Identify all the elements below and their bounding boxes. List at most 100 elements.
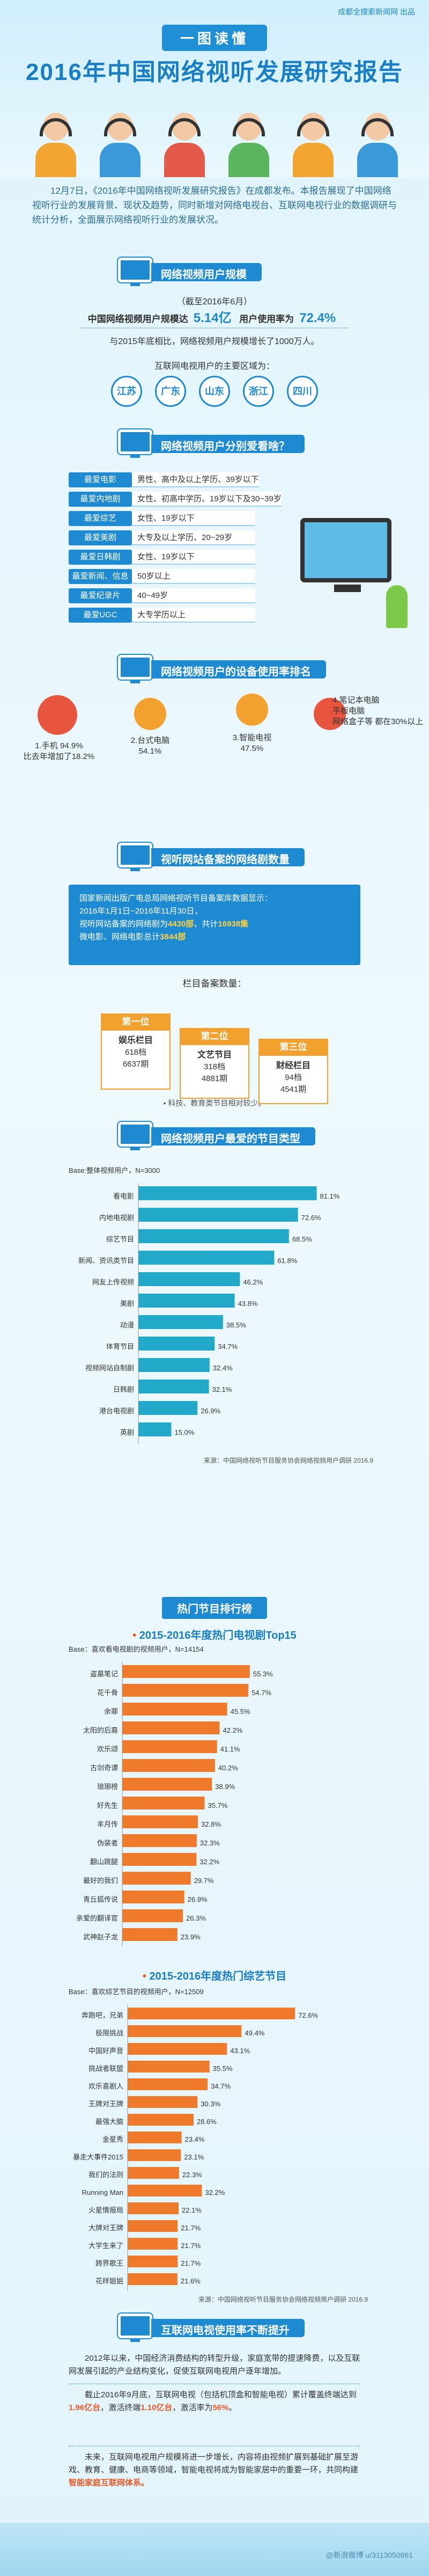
monitor-icon <box>118 655 152 683</box>
growth-para2: 截止2016年9月底，互联网电视（包括机顶盒和智能电视）累计覆盖终端达到1.96… <box>69 2390 357 2412</box>
bar-category-label: 伪装者 <box>97 1839 118 1847</box>
bar-category-label: 青丘狐传说 <box>83 1895 118 1903</box>
preference-label: 最爱日韩剧 <box>69 550 132 565</box>
bar-value-label: 32.3% <box>200 1839 220 1847</box>
bar-category-label: 大学生来了 <box>88 2242 123 2250</box>
bar <box>128 2202 179 2214</box>
bar <box>122 1834 197 1847</box>
section-banner-devices: 网络视频用户的设备使用率排名 <box>0 655 429 685</box>
bar-value-label: 26.9% <box>201 1407 220 1415</box>
subhead-variety: • 2015-2016年度热门综艺节目 <box>142 1971 287 1982</box>
bar-category-label: 动漫 <box>120 1321 134 1329</box>
bar-value-label: 26.3% <box>186 1914 206 1922</box>
bar-category-label: 武神赵子龙 <box>83 1933 118 1941</box>
desktop-icon <box>134 698 166 730</box>
area-circle: 浙江 <box>243 376 274 407</box>
records-highlight: 4430部 <box>168 920 194 929</box>
section-banner-records: 视听网站备案的网络剧数量 <box>0 843 429 873</box>
bar <box>138 1251 275 1265</box>
stat-date: （截至2016年6月） <box>176 297 253 307</box>
person-icon <box>225 113 272 177</box>
bar <box>128 2273 177 2285</box>
records-line: 国家新闻出版广电总局网络视听节目备案库数据显示： <box>79 894 273 903</box>
users-value: 5.14亿 <box>193 311 232 325</box>
bar-category-label: 好先生 <box>97 1801 118 1809</box>
bar <box>138 1186 317 1200</box>
section-title: 网络视频用户规模 <box>151 263 262 281</box>
preference-desc: 大专学历以上 <box>132 608 255 623</box>
bar <box>138 1380 209 1393</box>
bar-category-label: 大牌对王牌 <box>88 2224 123 2232</box>
bar-value-label: 49.4% <box>245 2029 264 2037</box>
chart-web-dramas: 盗墓笔记 55.3% 花千骨 54.7% 余罪 45.5% 太阳的后裔 42.2% 欢乐颂 41.… <box>76 1662 273 1947</box>
growth-para3: 未来，互联网电视用户规模将进一步增长，内容将由视频扩展到基础扩展至游戏、教育、健… <box>69 2453 359 2487</box>
bar-value-label: 29.7% <box>194 1877 214 1885</box>
monitor-icon <box>118 2314 152 2342</box>
preference-row: 最爱日韩剧 女性、19岁以下 <box>69 550 255 566</box>
bar-value-label: 43.1% <box>230 2047 250 2055</box>
rank-title: 热门节目排行榜 <box>162 1597 267 1619</box>
rate-value: 72.4% <box>299 311 336 325</box>
chart-program-types: 看电影 81.1% 内地电视剧 72.6% 综艺节目 68.5% 新闻、资讯类节目 61.8%… <box>78 1183 340 1444</box>
records-line: 微电影、网络电影总计3844部 <box>79 932 186 942</box>
bar-value-label: 22.3% <box>182 2171 202 2179</box>
section-title: 互联网电视使用率不断提升 <box>151 2319 305 2337</box>
preference-label: 最爱UGC <box>69 608 132 623</box>
divider <box>69 2383 360 2384</box>
bar-category-label: 看电影 <box>113 1192 134 1200</box>
preference-row: 最爱纪录片 40~49岁 <box>69 588 255 604</box>
one-pic-tag: 一图读懂 <box>161 25 267 51</box>
records-line: 视听网站备案的网络剧为4430部，共计16938集 <box>79 920 249 929</box>
bar-value-label: 61.8% <box>277 1257 297 1265</box>
bar-category-label: 盗墓笔记 <box>90 1670 118 1678</box>
preference-label: 最爱内地剧 <box>69 492 132 507</box>
page-title: 2016年中国网络视听发展研究报告 <box>26 59 403 85</box>
subhead-drama: • 2015-2016年度热门电视剧Top15 <box>132 1630 297 1641</box>
bar-value-label: 26.9% <box>188 1895 208 1903</box>
bar <box>138 1272 240 1286</box>
section-title: 网络视频用户最爱的节目类型 <box>151 1127 315 1145</box>
growth-para1: 2012年以来，中国经济消费结构的转型升级，家庭宽带的提速降费，以及互联网发展引… <box>69 2354 360 2376</box>
bar-value-label: 72.6% <box>298 2011 318 2019</box>
bar <box>122 1853 197 1866</box>
bar <box>128 2132 182 2143</box>
bar <box>138 1315 223 1329</box>
preference-row: 最爱美剧 大专及以上学历、20~29岁 <box>69 530 255 546</box>
bar <box>122 1721 220 1734</box>
intro-paragraph: 12月7日，《2016年中国网络视听发展研究报告》在成都发布。本报告展现了中国网… <box>32 186 397 225</box>
chart-source: 来源：中国网络视听节目服务协会网络视频用户调研 2016.9 <box>204 1457 374 1464</box>
column-title: 栏目备案数量： <box>182 979 247 989</box>
bar-category-label: 芈月传 <box>97 1820 118 1828</box>
preference-desc: 男性、高中及以上学历、39岁以下 <box>132 472 259 487</box>
preference-row: 最爱UGC 大专学历以上 <box>69 608 255 624</box>
tag-wrap: 一图读懂 <box>0 25 429 51</box>
bar-category-label: 新闻、资讯类节目 <box>78 1257 134 1265</box>
bar-value-label: 72.6% <box>301 1214 321 1222</box>
bar-value-label: 32.1% <box>212 1385 232 1393</box>
preference-row: 最爱内地剧 女性、初高中学历、19岁以下及30~39岁 <box>69 492 282 508</box>
bar-value-label: 40.2% <box>218 1764 238 1772</box>
podium-second: 第二位 文艺节目 318档 4881期 <box>180 1028 249 1099</box>
chart-source: 来源：中国网络视听节目服务协会网络视频用户调研 2016.9 <box>198 2296 368 2303</box>
bar <box>128 2008 295 2019</box>
device-tv: 3.智能电视 47.5% <box>232 733 272 753</box>
stat-growth: 与2015年底相比，网络视频用户规模增长了1000万人。 <box>109 337 320 346</box>
person-icon <box>32 113 79 177</box>
bar-value-label: 34.7% <box>211 2082 231 2090</box>
bar-value-label: 32.2% <box>205 2188 225 2196</box>
bar-category-label: 王牌对王牌 <box>88 2100 123 2108</box>
bar <box>138 1422 172 1436</box>
bar-value-label: 81.1% <box>320 1192 340 1200</box>
area-circle: 江苏 <box>111 376 142 407</box>
records-line: 2016年1月1日~2016年11月30日， <box>79 907 203 916</box>
bar <box>128 2238 178 2250</box>
section-banner-growth: 互联网电视使用率不断提升 <box>0 2314 429 2344</box>
bar-category-label: 最强大脑 <box>95 2118 123 2126</box>
monitor-icon <box>118 258 152 286</box>
preference-desc: 大专及以上学历、20~29岁 <box>132 530 255 545</box>
preference-row: 最爱综艺 女性、19岁以下 <box>69 511 255 527</box>
chart-base: Base：喜欢看电视剧的视频用户，N=14154 <box>69 1645 204 1653</box>
bar-value-label: 23.4% <box>185 2135 205 2143</box>
bar <box>128 2025 242 2037</box>
